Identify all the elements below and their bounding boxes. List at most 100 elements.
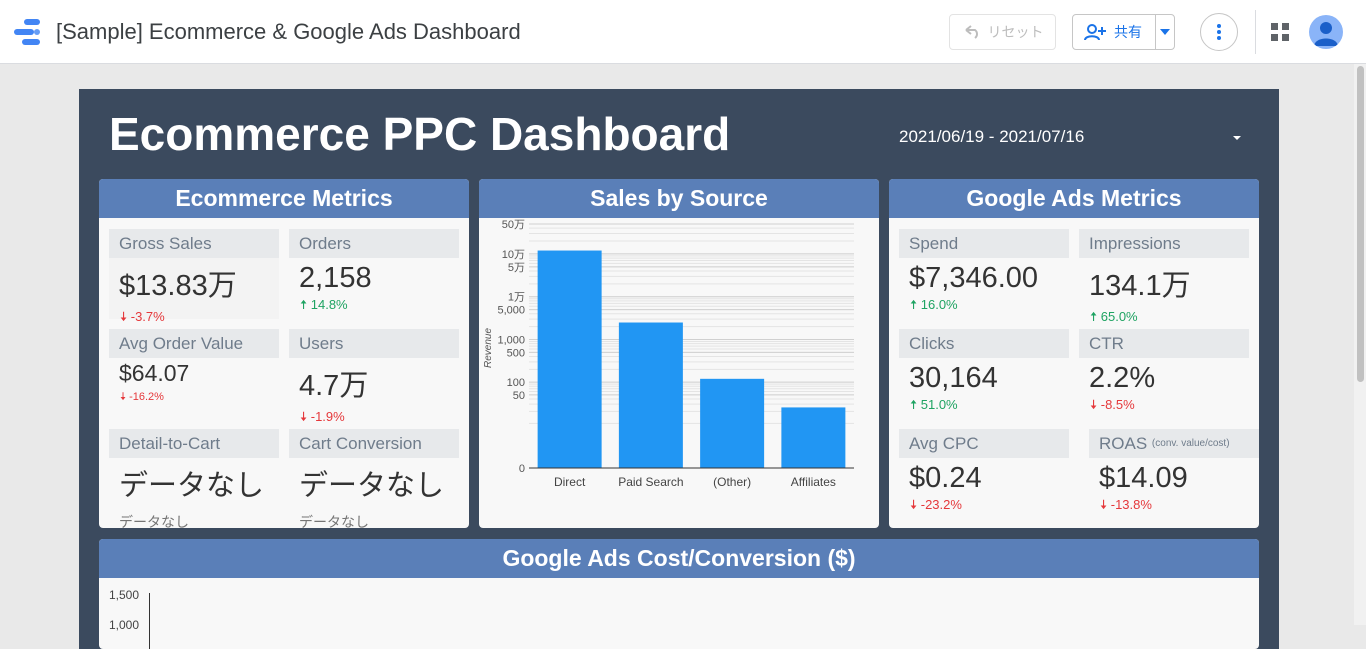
scorecard-delta: 🠇 -13.8% (1089, 496, 1259, 518)
arrow-down-icon: 🠇 (120, 391, 127, 403)
scorecard-gross-sales[interactable]: Gross Sales $13.83万 🠇 -3.7% (109, 229, 279, 324)
account-avatar[interactable] (1309, 15, 1343, 49)
scorecard-ctr[interactable]: CTR 2.2% 🠇 -8.5% (1079, 329, 1249, 419)
y-tick-label: 1万 (508, 292, 525, 304)
scorecard-label: CTR (1079, 329, 1249, 358)
sales-by-source-panel: Sales by Source 0 50 100 500 1,000 5,000 1万 5万 1… (479, 179, 879, 528)
arrow-down-icon: 🠇 (1100, 497, 1108, 512)
share-button[interactable]: 共有 (1072, 14, 1175, 50)
bar-paid-search (618, 322, 683, 468)
scorecard-avg-order-value[interactable]: Avg Order Value $64.07 🠇 -16.2% (109, 329, 279, 419)
y-tick-label: 0 (519, 463, 525, 475)
y-tick-label: 50 (513, 390, 525, 402)
scorecard-delta: 🠇 -23.2% (899, 496, 1069, 518)
scorecard-value: 2.2% (1089, 362, 1156, 394)
scorecard-label: Detail-to-Cart (109, 429, 279, 458)
y-tick-label: 100 (507, 377, 525, 389)
scorecard-label: Users (289, 329, 459, 358)
scrollbar-thumb[interactable] (1357, 66, 1364, 382)
scorecard-label: Orders (289, 229, 459, 258)
scorecard-value: 30,164 (909, 362, 998, 394)
scorecard-value: データなし (119, 470, 265, 502)
scorecard-spend[interactable]: Spend $7,346.00 🠅 16.0% (899, 229, 1069, 319)
scorecard-label: Spend (899, 229, 1069, 258)
scorecard-cart-conversion[interactable]: Cart Conversion データなし データなし (289, 429, 459, 528)
data-studio-logo-icon[interactable] (14, 18, 44, 46)
apps-grid-icon[interactable] (1270, 22, 1290, 42)
y-tick-label: 1,000 (109, 618, 140, 632)
scorecard-delta: 🠅 14.8% (289, 296, 459, 318)
scorecard-label: ROAS (conv. value/cost) (1089, 429, 1259, 458)
scorecard-delta: 🠅 65.0% (1079, 308, 1249, 330)
scorecard-value: $64.07 (119, 360, 190, 386)
scorecard-value: 134.1万 (1089, 270, 1191, 302)
y-axis-title: Revenue (483, 328, 494, 368)
x-category-label: Affiliates (791, 475, 836, 489)
scorecard-delta: 🠇 -3.7% (109, 308, 279, 330)
panel-header: Google Ads Metrics (889, 179, 1259, 218)
ecommerce-metrics-panel: Ecommerce Metrics Gross Sales $13.83万 🠇 … (99, 179, 469, 528)
scorecard-clicks[interactable]: Clicks 30,164 🠅 51.0% (899, 329, 1069, 419)
scorecard-value: 2,158 (299, 262, 372, 294)
vertical-scrollbar[interactable] (1354, 64, 1366, 625)
panel-header: Ecommerce Metrics (99, 179, 469, 218)
delta-value: -8.5% (1100, 397, 1135, 412)
scorecard-roas[interactable]: ROAS (conv. value/cost) $14.09 🠇 -13.8% (1089, 429, 1259, 519)
reset-button[interactable]: リセット (949, 14, 1056, 50)
y-tick-label: 1,000 (497, 335, 525, 347)
arrow-up-icon: 🠅 (1090, 309, 1098, 324)
scorecard-value: 4.7万 (299, 370, 369, 402)
arrow-down-icon: 🠇 (300, 409, 308, 424)
reset-label: リセット (987, 24, 1044, 40)
cost-conversion-panel: Google Ads Cost/Conversion ($) 1,500 1,0… (99, 539, 1259, 649)
delta-value: -1.9% (310, 409, 345, 424)
y-tick-label: 1,500 (109, 588, 140, 602)
report-canvas: Ecommerce PPC Dashboard 2021/06/19 - 202… (79, 89, 1279, 649)
arrow-up-icon: 🠅 (910, 397, 918, 412)
scorecard-value: $7,346.00 (909, 262, 1039, 294)
share-main[interactable]: 共有 (1073, 15, 1156, 49)
y-tick-label: 10万 (502, 249, 525, 261)
delta-value: -16.2% (129, 391, 164, 403)
scorecard-users[interactable]: Users 4.7万 🠇 -1.9% (289, 329, 459, 424)
scorecard-value: $14.09 (1099, 462, 1188, 494)
scorecard-comparison: データなし (119, 514, 189, 528)
y-axis-line (149, 593, 150, 649)
scorecard-detail-to-cart[interactable]: Detail-to-Cart データなし データなし (109, 429, 279, 528)
scorecard-delta: 🠇 -1.9% (289, 408, 459, 430)
scorecard-comparison: データなし (299, 514, 369, 528)
delta-value: -3.7% (130, 309, 165, 324)
scorecard-value: $0.24 (909, 462, 982, 494)
more-options-button[interactable] (1200, 13, 1238, 51)
bar-other (700, 378, 765, 468)
y-tick-label: 500 (507, 347, 525, 359)
scorecard-avg-cpc[interactable]: Avg CPC $0.24 🠇 -23.2% (899, 429, 1069, 519)
delta-value: 14.8% (310, 297, 348, 312)
y-tick-label: 50万 (502, 219, 525, 231)
roas-sublabel: (conv. value/cost) (1151, 438, 1230, 449)
delta-value: -13.8% (1110, 497, 1152, 512)
scorecard-label: Cart Conversion (289, 429, 459, 458)
y-tick-label: 5万 (508, 262, 525, 274)
date-range-control[interactable]: 2021/06/19 - 2021/07/16 (899, 127, 1249, 151)
scorecard-value: $13.83万 (119, 270, 237, 302)
date-range-dropdown-icon (1233, 136, 1241, 140)
document-title[interactable]: [Sample] Ecommerce & Google Ads Dashboar… (56, 19, 521, 44)
scorecard-delta: 🠇 -16.2% (109, 388, 279, 407)
share-dropdown-button[interactable] (1156, 29, 1174, 35)
roas-label: ROAS (1099, 433, 1148, 453)
arrow-up-icon: 🠅 (300, 297, 308, 312)
scorecard-impressions[interactable]: Impressions 134.1万 🠅 65.0% (1079, 229, 1249, 324)
y-tick-label: 5,000 (497, 305, 525, 317)
arrow-down-icon: 🠇 (120, 309, 128, 324)
scorecard-delta: 🠅 51.0% (899, 396, 1069, 418)
scorecard-label: Avg Order Value (109, 329, 279, 358)
scorecard-label: Avg CPC (899, 429, 1069, 458)
scorecard-delta: 🠇 -8.5% (1079, 396, 1249, 418)
x-category-label: (Other) (713, 475, 751, 489)
scorecard-orders[interactable]: Orders 2,158 🠅 14.8% (289, 229, 459, 319)
person-add-icon (1084, 24, 1106, 40)
delta-value: 16.0% (920, 297, 958, 312)
more-vert-icon (1217, 24, 1221, 40)
